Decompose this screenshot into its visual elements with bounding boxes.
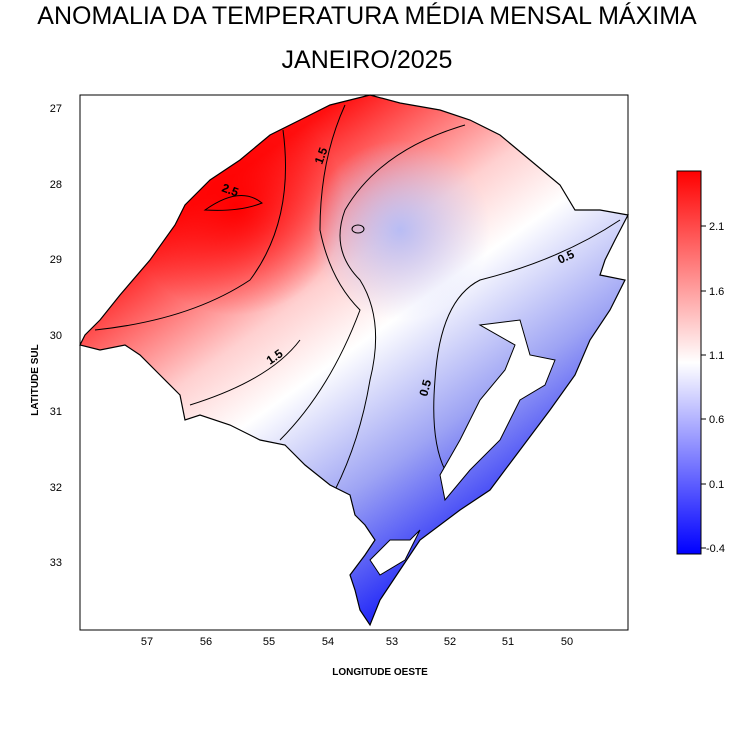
tick-label: 27 <box>50 103 62 115</box>
colorbar-tick: -0.4 <box>706 543 725 555</box>
tick-label: 56 <box>200 636 212 648</box>
tick-label: 28 <box>50 179 62 191</box>
map-title: ANOMALIA DA TEMPERATURA MÉDIA MENSAL MÁX… <box>37 2 697 30</box>
colorbar: 2.1 1.6 1.1 0.6 0.1 -0.4 <box>676 170 725 555</box>
contour-lines <box>94 104 621 491</box>
map-subtitle: JANEIRO/2025 <box>281 46 453 74</box>
tick-label: 52 <box>444 636 456 648</box>
contour-label: 1.5 <box>312 145 331 166</box>
tick-label: 31 <box>50 406 62 418</box>
tick-label: 30 <box>50 330 62 342</box>
tick-label: 54 <box>322 636 334 648</box>
contour-label: 0.5 <box>555 247 576 267</box>
lagoa-dos-patos <box>439 319 556 502</box>
tick-label: 50 <box>561 636 573 648</box>
tick-label: 55 <box>263 636 275 648</box>
colorbar-tick: 1.6 <box>709 286 724 298</box>
lon-ticks: 57 56 55 54 53 52 51 50 <box>141 636 573 648</box>
lagoa-mirim <box>369 529 421 576</box>
contour-labels: 2.5 1.5 1.5 0.5 0.5 <box>220 145 577 398</box>
lat-ticks: 27 28 29 30 31 32 33 <box>50 103 62 569</box>
contour-label: 0.5 <box>416 378 434 398</box>
tick-label: 53 <box>386 636 398 648</box>
tick-label: 51 <box>502 636 514 648</box>
y-axis-label: LATITUDE SUL <box>30 344 41 415</box>
tick-label: 57 <box>141 636 153 648</box>
colorbar-tick: 0.6 <box>709 414 724 426</box>
contour-label: 2.5 <box>220 181 241 200</box>
tick-label: 32 <box>50 482 62 494</box>
colorbar-tick: 1.1 <box>709 350 724 362</box>
colorbar-gradient <box>676 170 702 555</box>
colorbar-tick: 0.1 <box>709 479 724 491</box>
tick-label: 33 <box>50 557 62 569</box>
colorbar-tick: 2.1 <box>709 221 724 233</box>
x-axis-label: LONGITUDE OESTE <box>332 667 428 678</box>
tick-label: 29 <box>50 254 62 266</box>
